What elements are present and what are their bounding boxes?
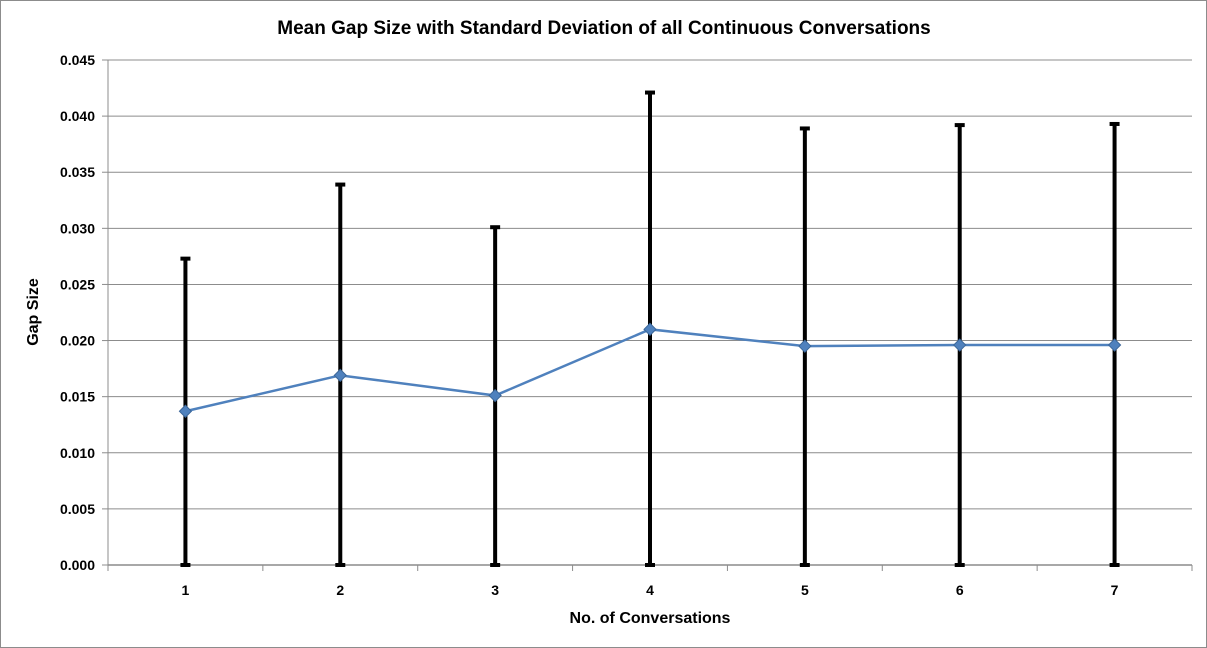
x-axis-title: No. of Conversations (570, 610, 731, 627)
data-point (643, 322, 657, 337)
axes (102, 59, 1193, 571)
data-point (798, 339, 812, 353)
data-point-markers (178, 322, 1122, 418)
x-tick-label: 7 (1111, 582, 1119, 598)
y-tick-label: 0.015 (60, 389, 95, 405)
x-tick-label: 1 (182, 582, 190, 598)
data-point (1107, 338, 1122, 352)
y-tick-label: 0.025 (60, 276, 95, 292)
y-tick-label: 0.030 (60, 220, 95, 236)
x-tick-label: 5 (801, 582, 809, 598)
data-point (488, 388, 502, 403)
data-point (333, 368, 347, 383)
x-tick-label: 2 (336, 582, 344, 598)
x-tick-label: 3 (491, 582, 499, 598)
chart-title: Mean Gap Size with Standard Deviation of… (277, 18, 930, 39)
y-axis-tick-labels: 0.000 0.005 0.010 0.015 0.020 0.025 0.030 0.035… (60, 52, 95, 573)
y-tick-label: 0.010 (60, 445, 95, 461)
y-tick-label: 0.040 (60, 108, 95, 124)
data-point (953, 338, 967, 352)
y-tick-label: 0.005 (60, 501, 95, 517)
y-tick-label: 0.020 (60, 333, 95, 349)
y-tick-label: 0.035 (60, 164, 95, 180)
y-tick-label: 0.045 (60, 52, 95, 68)
y-axis-title: Gap Size (25, 278, 42, 346)
x-axis-tick-labels: 1 2 3 4 5 6 7 (182, 582, 1119, 598)
x-tick-label: 4 (646, 582, 654, 598)
data-point (178, 404, 193, 418)
y-tick-label: 0.000 (60, 557, 95, 573)
x-tick-label: 6 (956, 582, 964, 598)
